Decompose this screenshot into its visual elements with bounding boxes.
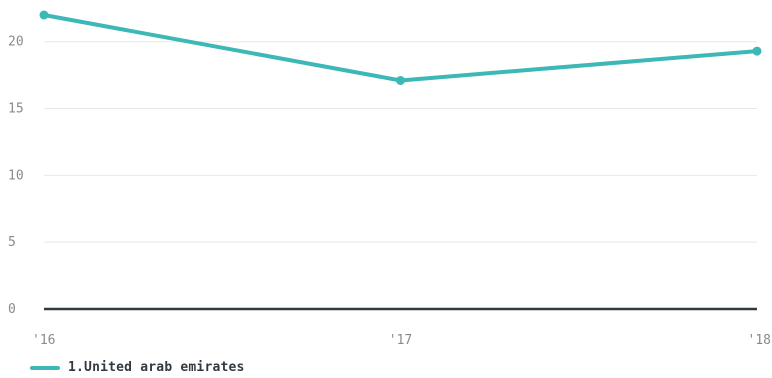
data-point[interactable] (39, 10, 49, 20)
x-tick-label: '17 (389, 333, 412, 348)
y-tick-label: 10 (8, 168, 24, 183)
y-axis-ticks: 0 5 10 15 20 (8, 35, 24, 317)
legend-label: 1.United arab emirates (68, 360, 245, 375)
y-tick-label: 15 (8, 102, 24, 117)
y-tick-label: 5 (8, 235, 16, 250)
legend-swatch (30, 365, 60, 370)
data-point[interactable] (396, 75, 405, 85)
x-axis-ticks: '16 '17 '18 (32, 333, 771, 348)
y-tick-label: 0 (8, 302, 16, 317)
legend: 1.United arab emirates (30, 360, 245, 375)
data-point[interactable] (752, 46, 762, 56)
series-line (42, 13, 759, 83)
x-tick-label: '18 (748, 333, 771, 348)
x-tick-label: '16 (32, 333, 55, 348)
gridlines (44, 41, 757, 311)
y-tick-label: 20 (8, 35, 24, 50)
series-group (39, 10, 762, 85)
